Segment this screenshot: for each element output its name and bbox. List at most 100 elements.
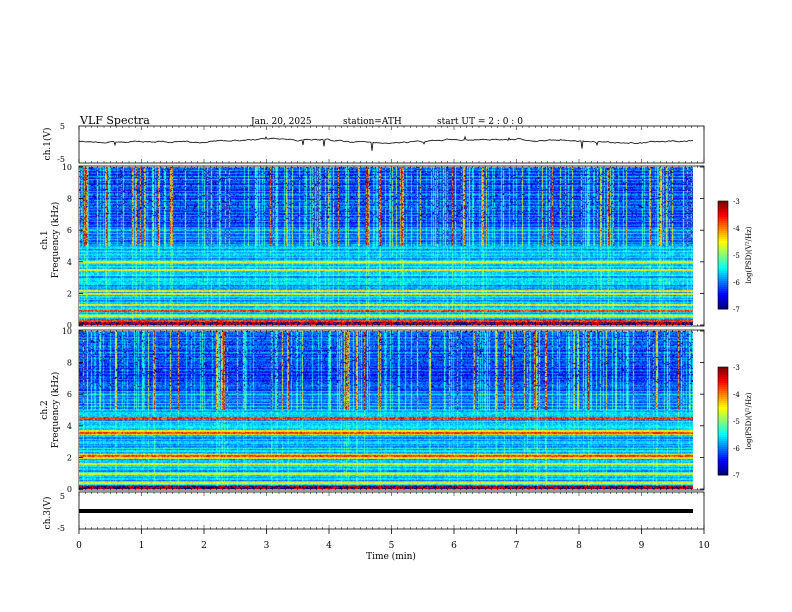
- colorbar-swatch: [718, 233, 728, 236]
- colorbar-swatch: [718, 375, 728, 378]
- colorbar-swatch: [718, 255, 728, 258]
- colorbar-swatch: [718, 209, 728, 212]
- colorbar-swatch: [718, 299, 728, 302]
- ch1-ytick-bottom: -5: [57, 155, 65, 164]
- time-axis-label: Time (min): [366, 551, 416, 562]
- colorbar-swatch: [718, 229, 728, 232]
- colorbar-swatch: [718, 231, 728, 234]
- colorbar-swatch: [718, 267, 728, 270]
- colorbar-swatch: [718, 457, 728, 460]
- colorbar-swatch: [718, 259, 728, 262]
- freq-tick-label: 10: [62, 327, 72, 336]
- colorbar-swatch: [718, 467, 728, 470]
- station-label: station=ATH: [343, 117, 402, 127]
- colorbar-swatch: [718, 385, 728, 388]
- colorbar-swatch: [718, 217, 728, 220]
- ch1-spectrogram-image: [79, 167, 693, 325]
- freq-tick-label: 10: [62, 163, 72, 172]
- colorbar-swatch: [718, 307, 728, 310]
- colorbar-swatch: [718, 223, 728, 226]
- colorbar-swatch: [718, 245, 728, 248]
- colorbar-swatch: [718, 417, 728, 420]
- colorbar-swatch: [718, 427, 728, 430]
- freq-tick-label: 4: [67, 422, 72, 431]
- colorbar-swatch: [718, 413, 728, 416]
- colorbar-tick-label: -3: [733, 198, 740, 206]
- colorbar-swatch: [718, 247, 728, 250]
- colorbar-swatch: [718, 367, 728, 370]
- colorbar-swatch: [718, 377, 728, 380]
- colorbar-tick-label: -4: [733, 225, 740, 233]
- colorbar-swatch: [718, 371, 728, 374]
- header: VLF Spectra Jan. 20, 2025 station=ATH st…: [79, 114, 523, 127]
- ch1-spectrogram-yticks: 0 2 4 6 8 10: [62, 163, 704, 330]
- colorbar-swatch: [718, 443, 728, 446]
- colorbar-swatch: [718, 369, 728, 372]
- ch2-spectrogram-ylabel-channel: ch.2: [40, 400, 50, 419]
- colorbar-swatch: [718, 433, 728, 436]
- freq-tick-label: 6: [67, 390, 72, 399]
- colorbar-swatch: [718, 425, 728, 428]
- colorbar-swatch: [718, 237, 728, 240]
- ch3-ytick-bottom: -5: [57, 524, 65, 533]
- colorbar-swatch: [718, 289, 728, 292]
- colorbar-swatch: [718, 373, 728, 376]
- colorbar-swatch: [718, 249, 728, 252]
- time-axis-tick-label: 6: [451, 541, 457, 551]
- colorbar-frame: [717, 366, 729, 476]
- colorbar-swatch: [718, 201, 728, 204]
- colorbar-swatch: [718, 463, 728, 466]
- colorbar-swatch: [718, 447, 728, 450]
- colorbar-swatch: [718, 397, 728, 400]
- colorbar-swatch: [718, 469, 728, 472]
- freq-tick-label: 8: [67, 359, 72, 368]
- colorbar-swatch: [718, 273, 728, 276]
- colorbar-swatch: [718, 395, 728, 398]
- colorbar-tick-label: -5: [733, 252, 740, 260]
- ch1-waveform-ylabel: ch.1(V): [42, 128, 53, 161]
- colorbar-swatch: [718, 381, 728, 384]
- colorbar-swatch: [718, 435, 728, 438]
- colorbar-swatch: [718, 391, 728, 394]
- colorbar-frame: [717, 200, 729, 310]
- colorbar-swatch: [718, 215, 728, 218]
- freq-tick-label: 2: [67, 289, 72, 298]
- colorbar-swatch: [718, 439, 728, 442]
- colorbar-tick-label: -7: [733, 472, 740, 480]
- ch2-spectrogram-ylabel-frequency: Frequency (kHz): [50, 372, 61, 449]
- colorbar-swatch: [718, 305, 728, 308]
- ch2-colorbar: -3 -4 -5 -6 -7 log(PSD)(V²/Hz): [717, 364, 753, 480]
- colorbar-swatch: [718, 205, 728, 208]
- ch1-waveform-line: [78, 135, 694, 151]
- ch1-spectrogram-ylabel-frequency: Frequency (kHz): [50, 202, 61, 279]
- time-axis-tick-label: 1: [139, 541, 145, 551]
- colorbar-swatch: [718, 281, 728, 284]
- colorbar-swatch: [718, 429, 728, 432]
- time-axis-tick-label: 10: [698, 541, 710, 551]
- colorbar-swatch: [718, 279, 728, 282]
- colorbar-swatch: [718, 437, 728, 440]
- colorbar-swatch: [718, 415, 728, 418]
- colorbar-swatch: [718, 263, 728, 266]
- ch3-ytick-top: 5: [60, 492, 65, 501]
- colorbar-swatch: [718, 213, 728, 216]
- colorbar-swatch: [718, 257, 728, 260]
- colorbar-swatch: [718, 221, 728, 224]
- colorbar-swatch: [718, 303, 728, 306]
- colorbar-swatch: [718, 235, 728, 238]
- time-axis-tick-label: 7: [514, 541, 520, 551]
- ch2-spectrogram-image: [79, 331, 693, 489]
- colorbar-swatch: [718, 421, 728, 424]
- colorbar-swatch: [718, 461, 728, 464]
- colorbar-swatch: [718, 405, 728, 408]
- colorbar-swatch: [718, 241, 728, 244]
- colorbar-swatch: [718, 383, 728, 386]
- colorbar-swatch: [718, 203, 728, 206]
- colorbar-label: log(PSD)(V²/Hz): [745, 226, 753, 283]
- ch1-colorbar: -3 -4 -5 -6 -7 log(PSD)(V²/Hz): [717, 198, 753, 314]
- colorbar-swatch: [718, 441, 728, 444]
- colorbar-swatch: [718, 219, 728, 222]
- colorbar-swatch: [718, 269, 728, 272]
- colorbar-swatch: [718, 423, 728, 426]
